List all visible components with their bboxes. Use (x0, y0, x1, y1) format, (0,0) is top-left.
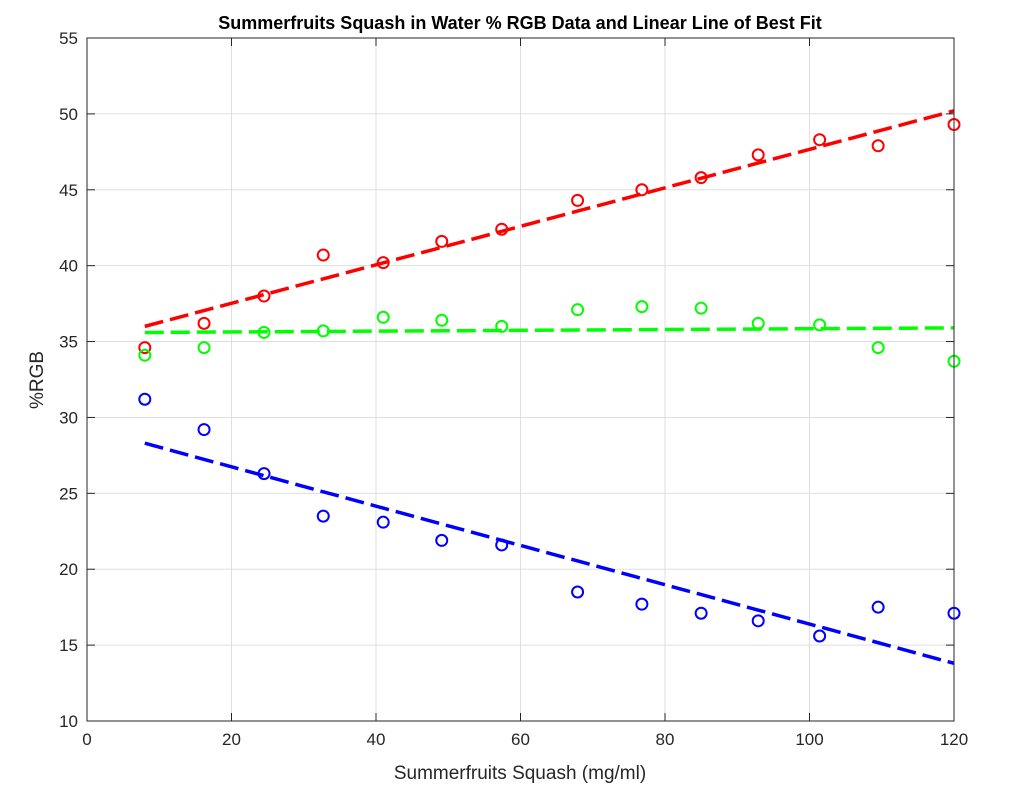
data-point (435, 234, 449, 248)
data-point (316, 509, 330, 523)
y-axis-label: %RGB (27, 351, 48, 409)
data-point (435, 533, 449, 547)
data-point (571, 303, 585, 317)
data-point (197, 423, 211, 437)
data-point (813, 629, 827, 643)
data-point (694, 171, 708, 185)
fit-line-2 (144, 441, 955, 666)
x-tick-label: 20 (222, 730, 241, 749)
data-point (635, 300, 649, 314)
data-point (316, 324, 330, 338)
data-point (813, 318, 827, 332)
y-tick-label: 35 (59, 333, 78, 352)
plot-data (138, 109, 961, 666)
fit-line-0 (144, 109, 955, 329)
x-tick-label: 40 (367, 730, 386, 749)
y-tick-label: 10 (59, 712, 78, 731)
data-point (871, 600, 885, 614)
x-tick-label: 0 (82, 730, 91, 749)
y-tick-label: 25 (59, 484, 78, 503)
data-point (635, 597, 649, 611)
data-point (316, 248, 330, 262)
data-point (257, 467, 271, 481)
x-tick-label: 80 (656, 730, 675, 749)
x-axis-label: Summerfruits Squash (mg/ml) (394, 763, 646, 784)
data-point (635, 183, 649, 197)
data-point (138, 341, 152, 355)
data-point (495, 319, 509, 333)
data-point (376, 515, 390, 529)
x-tick-label: 120 (940, 730, 968, 749)
data-point (495, 538, 509, 552)
data-point (257, 289, 271, 303)
chart-title: Summerfruits Squash in Water % RGB Data … (218, 13, 821, 33)
data-point (871, 139, 885, 153)
y-tick-label: 15 (59, 636, 78, 655)
y-tick-label: 40 (59, 257, 78, 276)
x-tick-label: 60 (511, 730, 530, 749)
data-point (571, 585, 585, 599)
grid (87, 38, 954, 721)
data-point (751, 614, 765, 628)
data-point (813, 133, 827, 147)
data-point (138, 392, 152, 406)
data-point (435, 313, 449, 327)
data-point (495, 222, 509, 236)
y-tick-label: 50 (59, 105, 78, 124)
data-point (197, 341, 211, 355)
data-point (694, 301, 708, 315)
data-point (871, 341, 885, 355)
data-point (197, 316, 211, 330)
data-point (571, 193, 585, 207)
y-tick-label: 55 (59, 29, 78, 48)
axis-ticks: 0 20 40 60 80 100 120 10 15 20 25 30 35 40 45 50 55 (59, 29, 968, 749)
y-tick-label: 30 (59, 408, 78, 427)
data-point (751, 148, 765, 162)
x-tick-label: 100 (795, 730, 823, 749)
y-tick-label: 45 (59, 181, 78, 200)
data-point (376, 310, 390, 324)
data-point (751, 316, 765, 330)
y-tick-label: 20 (59, 560, 78, 579)
data-point (694, 606, 708, 620)
fit-line-1 (144, 326, 955, 335)
data-point (257, 325, 271, 339)
data-point (376, 256, 390, 270)
data-point (138, 348, 152, 362)
